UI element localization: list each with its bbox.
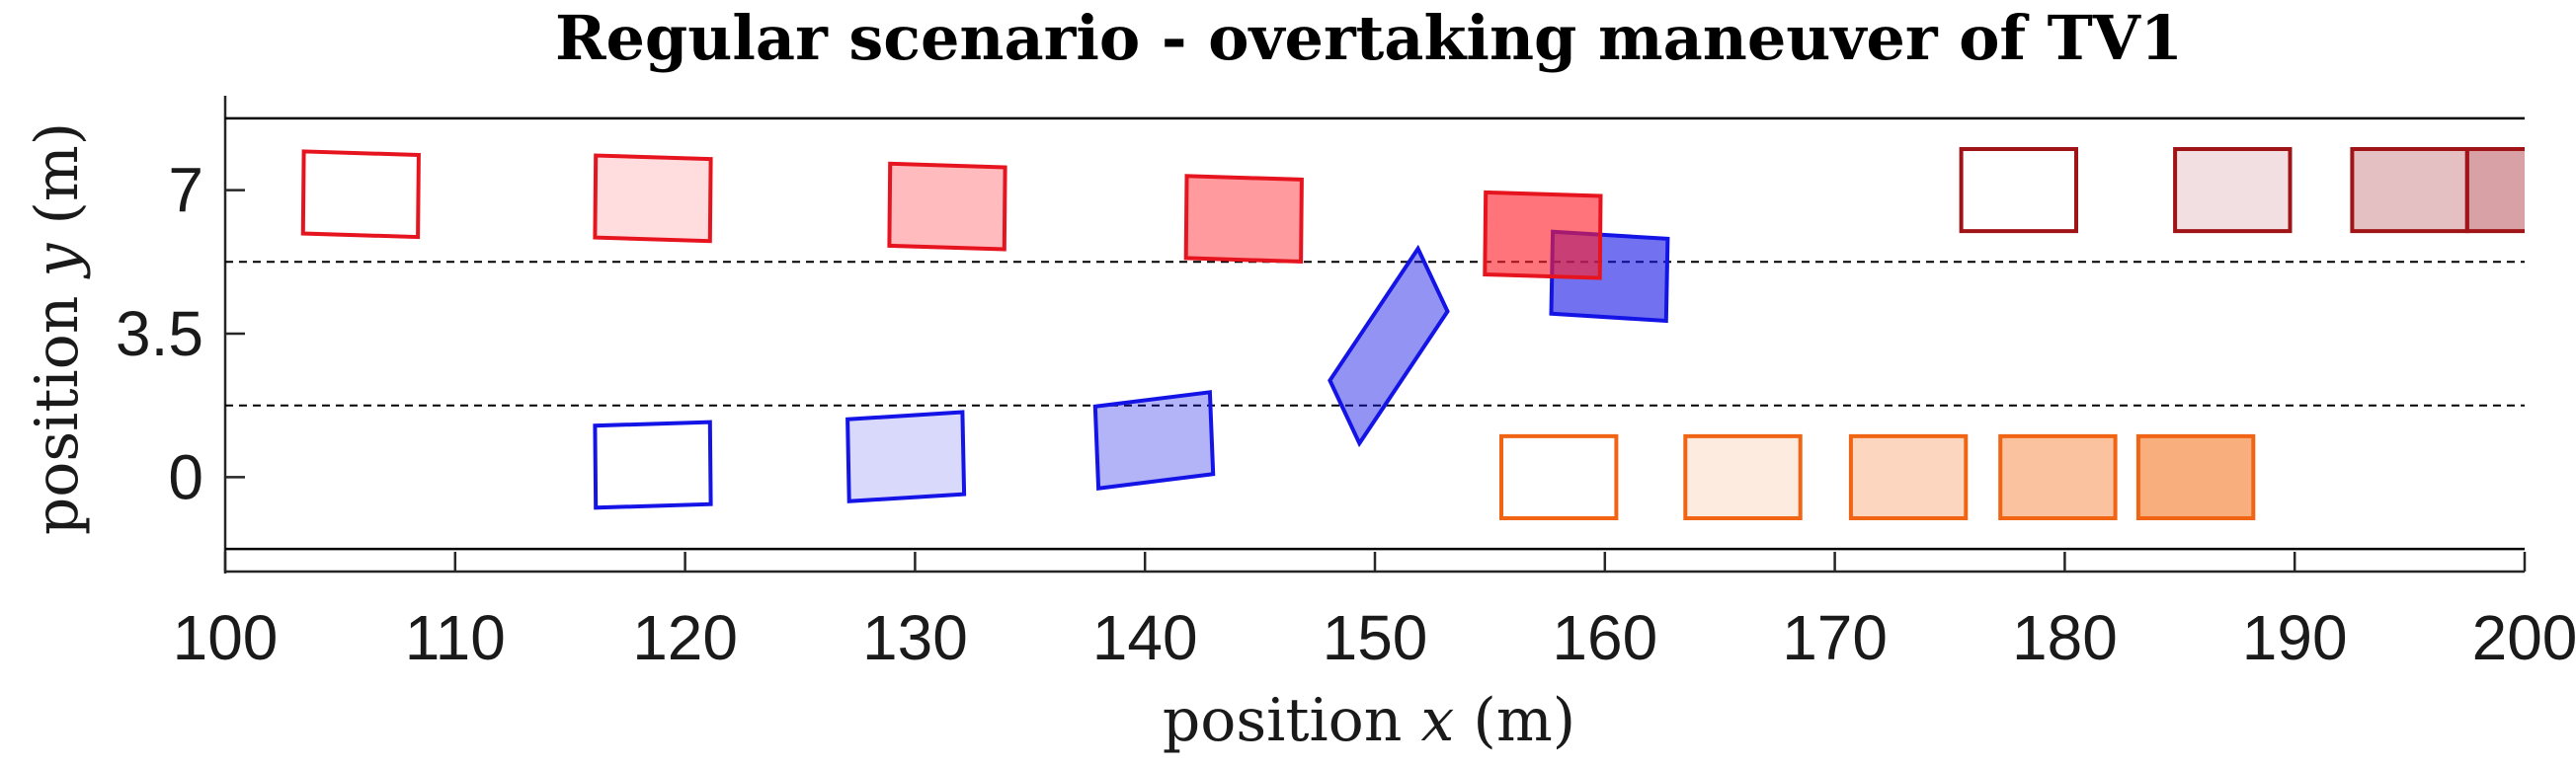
x-tick-label: 190 (2242, 602, 2348, 673)
y-axis-label-var: y (23, 243, 92, 280)
vehicle-pose (1483, 190, 1603, 280)
y-tick-label: 0 (168, 441, 203, 512)
vehicle-pose (593, 420, 713, 510)
vehicle-pose (1092, 390, 1216, 491)
y-axis-label-suffix: (m) (23, 122, 92, 244)
x-tick-label: 170 (1782, 602, 1888, 673)
vehicle-pose (887, 161, 1007, 252)
vehicle-pose (1848, 433, 1969, 520)
vehicle-pose (1328, 244, 1450, 448)
vehicle-series (593, 229, 1670, 510)
y-axis-ticks: 03.57 (116, 155, 245, 512)
vehicle-pose (1683, 433, 1803, 520)
x-tick-label: 110 (405, 602, 506, 673)
chart-title: Regular scenario - overtaking maneuver o… (555, 2, 2183, 74)
x-axis-label-suffix: (m) (1454, 686, 1575, 755)
x-tick-label: 140 (1092, 602, 1198, 673)
vehicle-pose (1998, 433, 2118, 520)
x-tick-label: 160 (1552, 602, 1657, 673)
vehicle-pose (1183, 174, 1304, 265)
plot-area (223, 96, 2525, 574)
x-tick-label: 120 (632, 602, 738, 673)
y-axis-label-prefix: position (23, 277, 92, 536)
vehicle-pose (1499, 433, 1619, 520)
vehicle-pose (1959, 147, 2078, 234)
x-axis-label-var: x (1421, 686, 1455, 755)
vehicle-pose (2464, 147, 2525, 234)
vehicle-series (1959, 147, 2525, 234)
x-axis-label-prefix: position (1163, 686, 1421, 755)
vehicle-pose (2350, 147, 2469, 234)
y-tick-label: 7 (168, 155, 203, 226)
x-tick-label: 100 (173, 602, 279, 673)
vehicle-series (300, 149, 1603, 280)
vehicle-pose (2135, 433, 2256, 520)
x-axis-label: position x (m) (1163, 686, 1575, 755)
x-tick-label: 180 (2012, 602, 2118, 673)
vehicle-pose (845, 410, 967, 503)
vehicle-pose (2173, 147, 2293, 234)
x-tick-label: 200 (2472, 602, 2576, 673)
y-tick-label: 3.5 (116, 298, 203, 369)
x-tick-label: 130 (862, 602, 968, 673)
vehicles-group (300, 147, 2525, 520)
x-tick-label: 150 (1323, 602, 1428, 673)
vehicle-series (1499, 433, 2256, 520)
y-axis-label: position y (m) (23, 122, 92, 535)
vehicle-pose (300, 149, 421, 240)
x-axis-ticks: 100 110 120 130 140 150 160 170 180 190 200 (173, 552, 2576, 673)
vehicle-pose (593, 153, 713, 244)
